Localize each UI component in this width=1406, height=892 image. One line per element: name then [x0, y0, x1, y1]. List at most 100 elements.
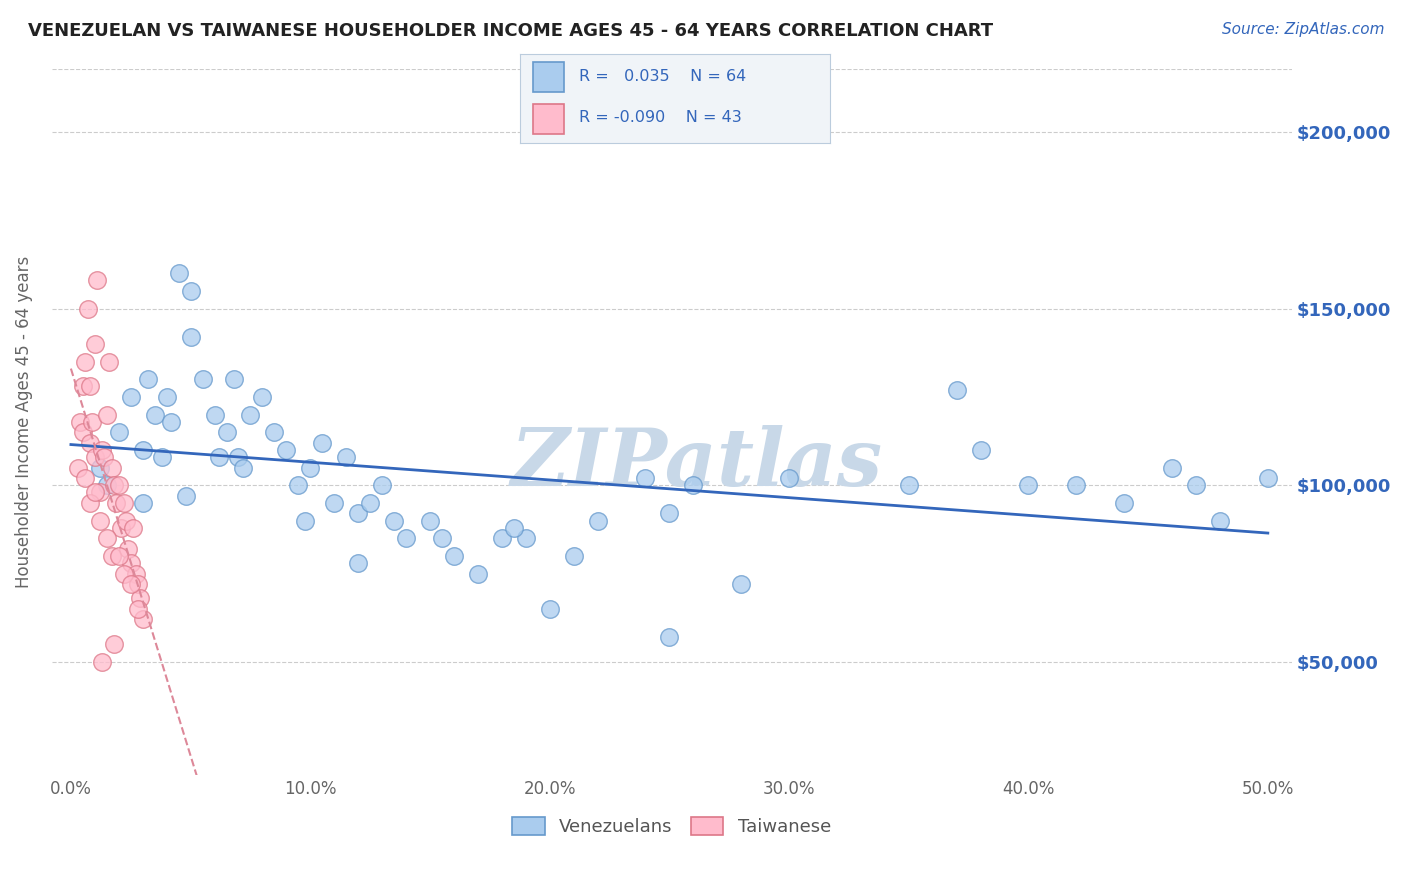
Point — [347, 507, 370, 521]
Point — [107, 478, 129, 492]
Point — [335, 450, 357, 464]
Point — [443, 549, 465, 563]
Point — [658, 507, 681, 521]
Point — [778, 471, 800, 485]
Point — [730, 577, 752, 591]
Point — [276, 442, 298, 457]
FancyBboxPatch shape — [533, 62, 564, 92]
Point — [124, 566, 146, 581]
Point — [83, 485, 105, 500]
Point — [100, 460, 122, 475]
Point — [100, 549, 122, 563]
Point — [82, 415, 104, 429]
Point — [252, 390, 274, 404]
Point — [359, 496, 381, 510]
Point — [1114, 496, 1136, 510]
Point — [682, 478, 704, 492]
Point — [103, 637, 125, 651]
Point — [174, 489, 197, 503]
Point — [502, 520, 524, 534]
FancyBboxPatch shape — [533, 104, 564, 134]
Point — [132, 496, 155, 510]
Point — [208, 450, 231, 464]
Point — [180, 330, 202, 344]
Point — [103, 478, 125, 492]
Point — [897, 478, 920, 492]
Point — [167, 266, 190, 280]
Point — [1209, 514, 1232, 528]
Point — [69, 415, 91, 429]
Point — [263, 425, 285, 440]
Text: R = -0.090    N = 43: R = -0.090 N = 43 — [579, 111, 742, 125]
Point — [311, 435, 333, 450]
Text: VENEZUELAN VS TAIWANESE HOUSEHOLDER INCOME AGES 45 - 64 YEARS CORRELATION CHART: VENEZUELAN VS TAIWANESE HOUSEHOLDER INCO… — [28, 22, 993, 40]
Point — [120, 556, 142, 570]
Point — [107, 549, 129, 563]
Point — [382, 514, 405, 528]
Point — [76, 301, 98, 316]
Point — [86, 273, 108, 287]
Point — [79, 496, 101, 510]
Point — [96, 531, 118, 545]
Point — [232, 460, 254, 475]
Point — [127, 577, 149, 591]
Point — [1017, 478, 1039, 492]
Point — [110, 520, 132, 534]
Point — [112, 566, 135, 581]
Point — [83, 450, 105, 464]
Point — [430, 531, 453, 545]
Point — [98, 354, 121, 368]
Point — [67, 460, 90, 475]
Point — [72, 379, 94, 393]
Point — [323, 496, 346, 510]
Text: Source: ZipAtlas.com: Source: ZipAtlas.com — [1222, 22, 1385, 37]
Point — [129, 591, 152, 606]
Point — [658, 630, 681, 644]
Point — [132, 612, 155, 626]
Point — [1161, 460, 1184, 475]
Point — [136, 372, 159, 386]
Point — [1257, 471, 1279, 485]
Y-axis label: Householder Income Ages 45 - 64 years: Householder Income Ages 45 - 64 years — [15, 255, 32, 588]
Point — [75, 471, 97, 485]
Point — [491, 531, 513, 545]
Point — [239, 408, 262, 422]
Point — [91, 655, 114, 669]
Point — [156, 390, 179, 404]
Point — [79, 435, 101, 450]
Text: R =   0.035    N = 64: R = 0.035 N = 64 — [579, 70, 747, 84]
Point — [150, 450, 173, 464]
Point — [180, 284, 202, 298]
Point — [96, 408, 118, 422]
Point — [93, 450, 115, 464]
Point — [115, 514, 138, 528]
Point — [222, 372, 245, 386]
Point — [395, 531, 418, 545]
Point — [75, 354, 97, 368]
Point — [112, 496, 135, 510]
Point — [143, 408, 166, 422]
Point — [132, 442, 155, 457]
Point — [969, 442, 991, 457]
Point — [467, 566, 489, 581]
Point — [1066, 478, 1088, 492]
Point — [191, 372, 214, 386]
Point — [105, 496, 128, 510]
Point — [347, 556, 370, 570]
Point — [79, 379, 101, 393]
Point — [586, 514, 609, 528]
Point — [228, 450, 250, 464]
Point — [634, 471, 657, 485]
Point — [371, 478, 394, 492]
Point — [160, 415, 183, 429]
Point — [204, 408, 226, 422]
Point — [215, 425, 238, 440]
Point — [72, 425, 94, 440]
Point — [945, 383, 967, 397]
Text: ZIPatlas: ZIPatlas — [510, 425, 883, 503]
Point — [96, 478, 118, 492]
Point — [120, 577, 142, 591]
Point — [107, 425, 129, 440]
Point — [89, 514, 111, 528]
Point — [120, 390, 142, 404]
